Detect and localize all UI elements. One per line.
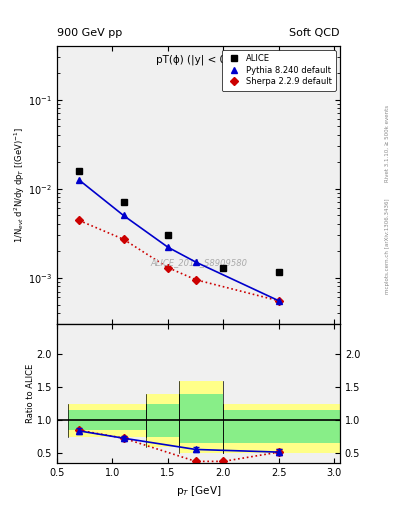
Text: mcplots.cern.ch [arXiv:1306.3436]: mcplots.cern.ch [arXiv:1306.3436] — [385, 198, 389, 293]
Text: Rivet 3.1.10, ≥ 500k events: Rivet 3.1.10, ≥ 500k events — [385, 105, 389, 182]
ALICE — [277, 269, 281, 275]
Sherpa 2.2.9 default — [277, 298, 281, 304]
Line: ALICE: ALICE — [76, 167, 283, 276]
Pythia 8.240 default — [77, 177, 81, 183]
ALICE — [121, 199, 126, 205]
Pythia 8.240 default — [165, 244, 170, 250]
Y-axis label: Ratio to ALICE: Ratio to ALICE — [26, 364, 35, 423]
Y-axis label: 1/N$_{evt}$ d$^{2}$N/dy dp$_{T}$ [(GeV)$^{-1}$]: 1/N$_{evt}$ d$^{2}$N/dy dp$_{T}$ [(GeV)$… — [12, 127, 27, 243]
Text: ALICE_2011_S8909580: ALICE_2011_S8909580 — [150, 259, 247, 268]
Text: Soft QCD: Soft QCD — [290, 28, 340, 38]
Sherpa 2.2.9 default — [121, 236, 126, 242]
Sherpa 2.2.9 default — [77, 218, 81, 224]
Text: 900 GeV pp: 900 GeV pp — [57, 28, 122, 38]
ALICE — [77, 167, 81, 174]
Pythia 8.240 default — [193, 259, 198, 265]
Pythia 8.240 default — [277, 298, 281, 304]
Legend: ALICE, Pythia 8.240 default, Sherpa 2.2.9 default: ALICE, Pythia 8.240 default, Sherpa 2.2.… — [222, 50, 336, 91]
ALICE — [221, 265, 226, 271]
Text: pT(ϕ) (|y| < 0.6): pT(ϕ) (|y| < 0.6) — [156, 54, 241, 65]
Sherpa 2.2.9 default — [193, 276, 198, 283]
X-axis label: p$_{T}$ [GeV]: p$_{T}$ [GeV] — [176, 484, 221, 498]
Line: Sherpa 2.2.9 default: Sherpa 2.2.9 default — [76, 218, 282, 304]
Pythia 8.240 default — [121, 212, 126, 219]
ALICE — [165, 232, 170, 238]
Line: Pythia 8.240 default: Pythia 8.240 default — [76, 177, 283, 304]
Sherpa 2.2.9 default — [165, 265, 170, 271]
